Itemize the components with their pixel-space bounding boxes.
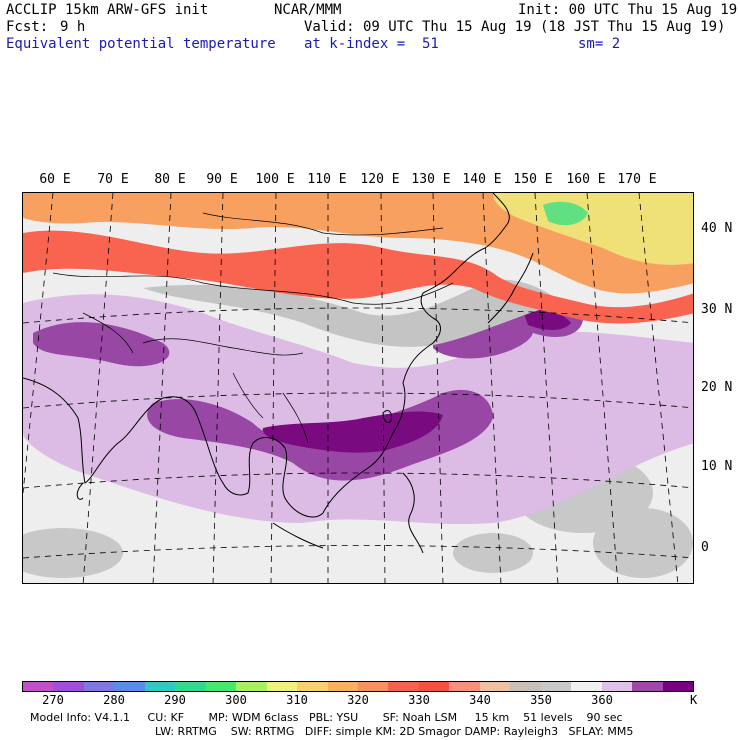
lat-label: 20 N: [701, 380, 733, 395]
init-time: Init: 00 UTC Thu 15 Aug 19: [518, 2, 738, 18]
colorbar-tick: 300: [225, 693, 247, 707]
colorbar-swatch: [388, 682, 419, 691]
colorbar-swatch: [205, 682, 237, 691]
colorbar-swatch: [418, 682, 450, 691]
field-green: [543, 201, 588, 226]
colorbar-swatch: [266, 682, 298, 691]
lon-label: 70 E: [97, 172, 129, 187]
org-label: NCAR/MMM: [274, 2, 342, 18]
colorbar-swatch: [175, 682, 206, 691]
lon-label: 160 E: [566, 172, 606, 187]
colorbar: [22, 681, 694, 692]
fcst-value: 9 h: [60, 19, 86, 35]
colorbar-unit: K: [690, 693, 698, 707]
footer-model-info: Model Info: V4.1.1 CU: KF MP: WDM 6class…: [30, 711, 623, 724]
colorbar-swatch: [601, 682, 633, 691]
lon-label: 90 E: [206, 172, 238, 187]
field-yellow: [493, 193, 693, 265]
colorbar-swatch: [114, 682, 145, 691]
lon-label: 140 E: [462, 172, 502, 187]
colorbar-swatch: [571, 682, 602, 691]
colorbar-swatch: [327, 682, 358, 691]
colorbar-swatch: [479, 682, 511, 691]
field-red: [23, 230, 693, 324]
colorbar-swatch: [510, 682, 541, 691]
lat-label: 10 N: [701, 459, 733, 474]
colorbar-swatch: [540, 682, 572, 691]
lat-label: 30 N: [701, 302, 733, 317]
colorbar-tick: 340: [469, 693, 491, 707]
graticule: [23, 193, 693, 583]
lat-label: 0: [701, 540, 709, 555]
colorbar-swatch: [662, 682, 693, 691]
colorbar-tick: 360: [591, 693, 613, 707]
lon-label: 110 E: [307, 172, 347, 187]
field-gray-band: [143, 279, 563, 347]
smooth-label: sm= 2: [578, 36, 621, 52]
colorbar-tick: 280: [103, 693, 125, 707]
lon-label: 170 E: [617, 172, 657, 187]
lon-label: 150 E: [513, 172, 553, 187]
colorbar-swatch: [144, 682, 176, 691]
map-field-svg: [23, 193, 693, 583]
level-label: at k-index = 51: [304, 36, 439, 52]
lon-label: 80 E: [154, 172, 186, 187]
lon-label: 120 E: [360, 172, 400, 187]
colorbar-swatch: [53, 682, 84, 691]
valid-time: Valid: 09 UTC Thu 15 Aug 19 (18 JST Thu …: [304, 19, 726, 35]
footer-physics-info: LW: RRTMG SW: RRTMG DIFF: simple KM: 2D …: [155, 725, 634, 738]
model-title: ACCLIP 15km ARW-GFS init: [6, 2, 209, 18]
colorbar-swatch: [297, 682, 328, 691]
colorbar-swatch: [357, 682, 389, 691]
colorbar-swatch: [632, 682, 663, 691]
fcst-label: Fcst:: [6, 19, 49, 35]
lon-label: 100 E: [255, 172, 295, 187]
borders: [52, 212, 454, 444]
colorbar-tick: 330: [408, 693, 430, 707]
lon-label: 60 E: [39, 172, 71, 187]
field-name: Equivalent potential temperature: [6, 36, 276, 52]
map-panel: [22, 192, 694, 584]
lon-label: 130 E: [411, 172, 451, 187]
colorbar-tick: 290: [164, 693, 186, 707]
field-light-purple: [23, 294, 693, 525]
colorbar-swatch: [449, 682, 480, 691]
colorbar-swatch: [23, 682, 54, 691]
colorbar-tick: 270: [42, 693, 64, 707]
coastlines: [23, 193, 534, 554]
colorbar-tick: 310: [286, 693, 308, 707]
colorbar-tick: 320: [347, 693, 369, 707]
lat-label: 40 N: [701, 221, 733, 236]
colorbar-tick: 350: [530, 693, 552, 707]
colorbar-swatch: [83, 682, 115, 691]
colorbar-swatch: [236, 682, 267, 691]
